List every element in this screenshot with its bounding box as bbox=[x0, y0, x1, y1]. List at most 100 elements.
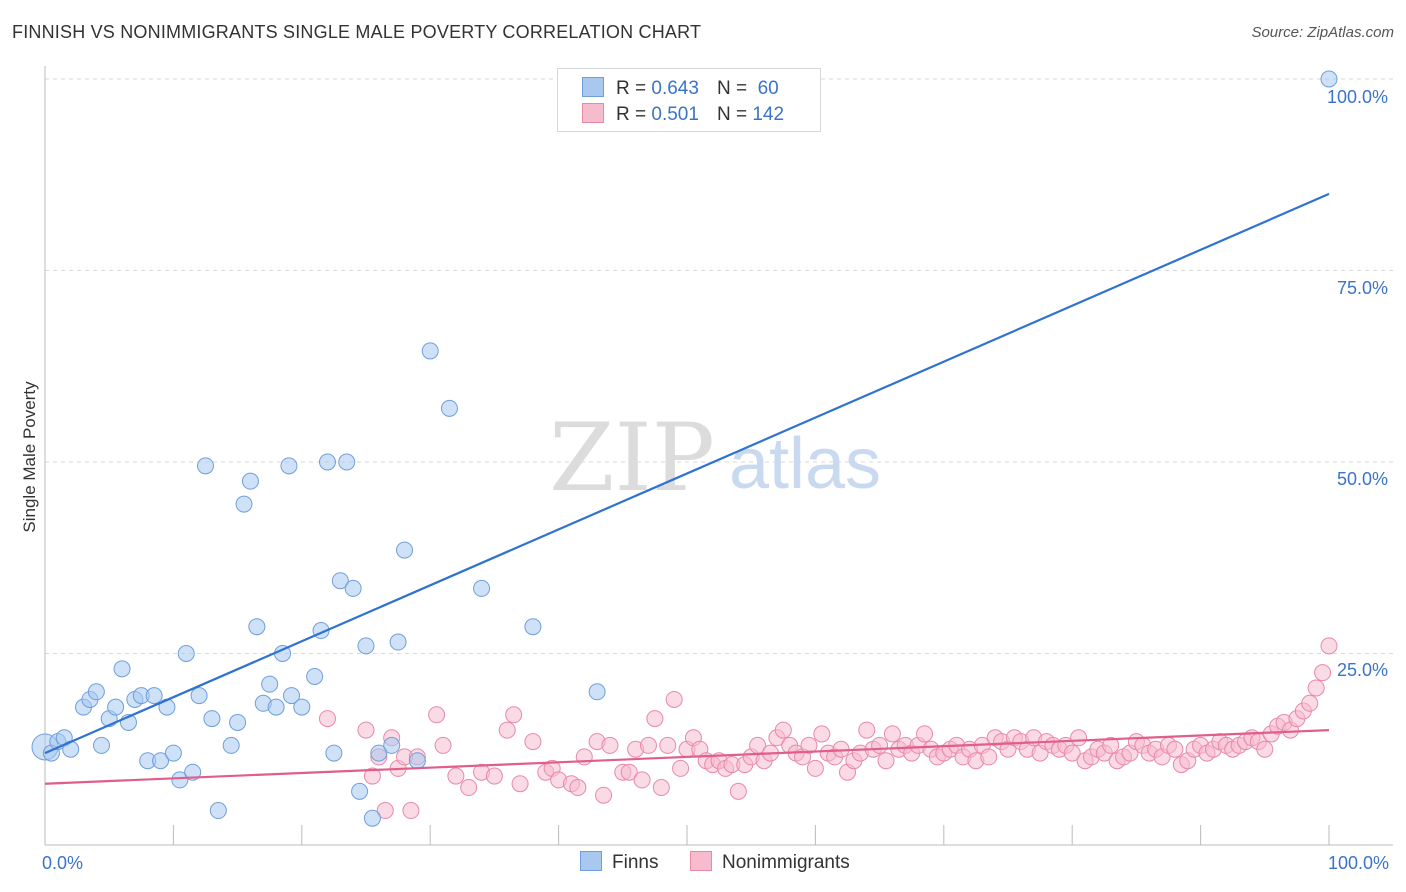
chart-title: FINNISH VS NONIMMIGRANTS SINGLE MALE POV… bbox=[12, 22, 702, 42]
nonimmigrants-point bbox=[800, 736, 818, 754]
nonimmigrants-point bbox=[318, 710, 336, 728]
y-tick-label: 25.0% bbox=[1337, 660, 1389, 680]
y-axis-label: Single Male Poverty bbox=[20, 381, 39, 533]
finns-point bbox=[241, 472, 259, 490]
finns-point bbox=[524, 618, 542, 636]
nonimmigrants-point bbox=[1070, 729, 1088, 747]
finns-point bbox=[344, 579, 362, 597]
legend-item-finns[interactable]: Finns bbox=[580, 851, 658, 874]
n-value: 60 bbox=[757, 78, 779, 99]
nonimmigrants-point bbox=[595, 786, 613, 804]
finns-point bbox=[222, 736, 240, 754]
nonimmigrants-point bbox=[858, 721, 876, 739]
nonimmigrants-point bbox=[485, 767, 503, 785]
watermark-zip: ZIP bbox=[549, 404, 715, 513]
nonimmigrants-point bbox=[524, 733, 542, 751]
nonimmigrants-point bbox=[774, 721, 792, 739]
finns-point bbox=[357, 637, 375, 655]
nonimmigrants-point bbox=[871, 736, 889, 754]
finns-point bbox=[351, 782, 369, 800]
finns-point bbox=[396, 541, 414, 559]
finns-point bbox=[283, 687, 301, 705]
finns-point bbox=[184, 763, 202, 781]
finns-point bbox=[248, 618, 266, 636]
n-label: N = bbox=[716, 78, 748, 99]
y-tick-label: 75.0% bbox=[1337, 278, 1389, 298]
nonimmigrants-point bbox=[1256, 740, 1274, 758]
nonimmigrants-point bbox=[511, 775, 529, 793]
nonimmigrants-point bbox=[505, 706, 523, 724]
finns-point bbox=[440, 399, 458, 417]
legend-item-nonimmigrants[interactable]: Nonimmigrants bbox=[690, 851, 850, 874]
finns-point bbox=[92, 736, 110, 754]
nonimmigrants-point bbox=[1320, 637, 1338, 655]
finns-point bbox=[1320, 70, 1338, 88]
nonimmigrants-point bbox=[806, 759, 824, 777]
nonimmigrants-point bbox=[646, 710, 664, 728]
nonimmigrants-trend-line bbox=[44, 729, 1330, 785]
r-label: R = bbox=[616, 78, 647, 99]
nonimmigrants-point bbox=[1063, 744, 1081, 762]
nonimmigrants-point bbox=[447, 767, 465, 785]
nonimmigrants-point bbox=[729, 782, 747, 800]
finns-swatch bbox=[580, 851, 602, 871]
finns-trend-line bbox=[44, 192, 1330, 755]
nonimmigrants-point bbox=[1307, 679, 1325, 697]
legend-row-finns: R = 0.643 N = 60 bbox=[582, 77, 779, 101]
grid-lines bbox=[45, 78, 1393, 654]
nonimmigrants-point bbox=[460, 779, 478, 797]
nonimmigrants-point bbox=[883, 725, 901, 743]
axes bbox=[44, 66, 1393, 846]
finns-point bbox=[588, 683, 606, 701]
finns-point bbox=[164, 744, 182, 762]
finns-point bbox=[370, 744, 388, 762]
finns-point bbox=[318, 453, 336, 471]
finns-point bbox=[197, 457, 214, 475]
finns-point bbox=[280, 457, 298, 475]
nonimmigrants-point bbox=[665, 690, 683, 708]
finns-point bbox=[203, 710, 221, 728]
finns-point bbox=[152, 752, 170, 770]
nonimmigrants-point bbox=[428, 706, 446, 724]
finns-point bbox=[331, 572, 349, 590]
finns-point bbox=[389, 633, 407, 651]
finns-point bbox=[113, 660, 131, 678]
r-value: 0.501 bbox=[651, 104, 699, 125]
nonimmigrants-point bbox=[1166, 740, 1184, 758]
nonimmigrants-point bbox=[659, 736, 677, 754]
finns-point bbox=[107, 698, 125, 716]
nonimmigrants-point bbox=[813, 725, 831, 743]
finns-point bbox=[229, 713, 247, 731]
nonimmigrants-point bbox=[434, 736, 452, 754]
nonimmigrants-point bbox=[1301, 694, 1319, 712]
finns-point bbox=[190, 687, 208, 705]
source-credit: Source: ZipAtlas.com bbox=[1251, 24, 1394, 41]
nonimmigrants-point bbox=[980, 748, 998, 766]
finns-point bbox=[338, 453, 356, 471]
r-value: 0.643 bbox=[651, 78, 699, 99]
finns-point bbox=[235, 495, 253, 513]
nonimmigrants-point bbox=[916, 725, 934, 743]
nonimmigrants-point bbox=[363, 767, 381, 785]
nonimmigrants-point bbox=[498, 721, 516, 739]
finns-point bbox=[408, 752, 426, 770]
finns-swatch bbox=[582, 77, 604, 97]
finns-point bbox=[325, 744, 343, 762]
finns-point bbox=[383, 736, 401, 754]
y-tick-label: 50.0% bbox=[1337, 469, 1389, 489]
finns-point bbox=[421, 342, 439, 360]
data-points bbox=[31, 70, 1338, 827]
n-label: N = bbox=[716, 104, 748, 125]
legend-label-finns: Finns bbox=[612, 852, 659, 873]
finns-point bbox=[363, 809, 381, 827]
y-tick-label: 100.0% bbox=[1327, 87, 1389, 107]
x-tick-label: 100.0% bbox=[1328, 853, 1390, 873]
nonimmigrants-point bbox=[601, 736, 619, 754]
n-value: 142 bbox=[752, 104, 785, 125]
nonimmigrants-point bbox=[877, 752, 895, 770]
nonimmigrants-point bbox=[639, 736, 657, 754]
nonimmigrants-swatch bbox=[690, 851, 712, 871]
nonimmigrants-point bbox=[376, 802, 394, 820]
finns-point bbox=[473, 579, 491, 597]
watermark: ZIP atlas bbox=[549, 404, 881, 513]
